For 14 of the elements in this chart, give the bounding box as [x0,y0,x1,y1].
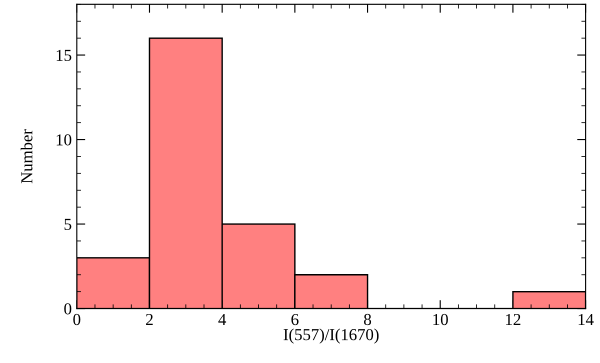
y-tick-label: 10 [56,134,72,146]
x-tick-label: 10 [433,314,448,326]
x-tick-label: 2 [146,314,153,325]
y-tick-label: 0 [64,303,72,314]
y-tick-label: 15 [56,50,72,61]
y-axis-title: Number [20,129,32,184]
x-axis-title: I(557)/I(1670) [284,328,379,344]
x-tick-label: 0 [73,314,80,326]
x-tick-label: 12 [506,314,520,325]
x-tick-label: 8 [364,314,372,326]
y-tick-label: 5 [64,218,72,230]
x-tick-label: 4 [218,314,226,325]
x-tick-label: 6 [291,314,299,326]
x-tick-label: 14 [578,314,594,325]
